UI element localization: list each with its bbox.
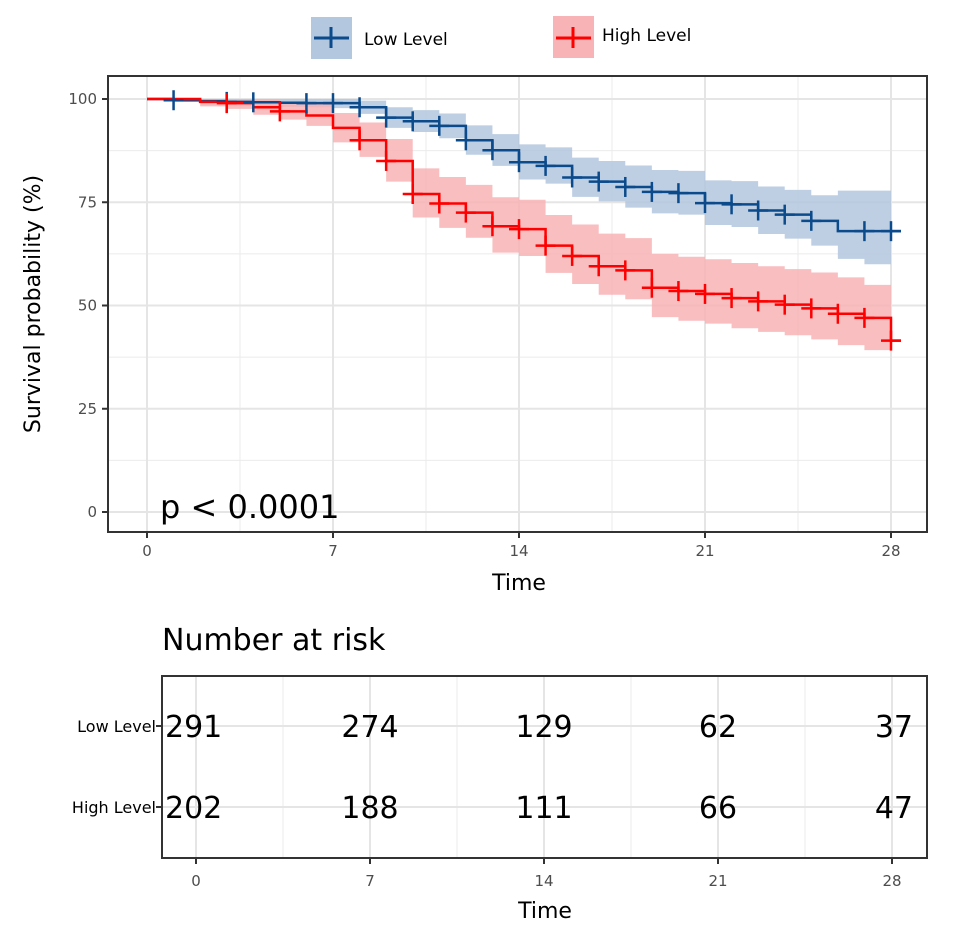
x-tick-label: 14	[509, 542, 528, 560]
censor-mark-low-level	[482, 140, 503, 161]
y-tick-label: 25	[78, 400, 97, 418]
censor-mark-high-level	[588, 256, 609, 277]
censor-mark-low-level	[641, 181, 662, 202]
censor-mark-low-level	[774, 204, 795, 225]
censor-mark-low-level	[748, 200, 769, 221]
censor-mark-low-level	[695, 193, 715, 214]
risk-table-body: Low Level 291 274 129 62 37 High Level 202 188 11…	[72, 710, 913, 890]
main-panel-border	[107, 75, 928, 533]
y-tick-label: 50	[78, 297, 97, 315]
censor-mark-high-level	[402, 183, 423, 204]
censor-mark-low-level	[349, 97, 370, 118]
censor-mark-low-level	[668, 183, 689, 204]
censor-mark-high-level	[801, 298, 822, 319]
censor-mark-low-level	[562, 167, 583, 188]
risk-cell: 274	[341, 710, 398, 745]
x-tick-label: 7	[328, 542, 338, 560]
censor-mark-high-level	[774, 294, 795, 315]
censor-mark-low-level	[509, 152, 529, 173]
censor-mark-high-level	[482, 216, 503, 237]
censor-mark-low-level	[402, 111, 423, 132]
y-tick-label: 100	[68, 90, 97, 108]
censor-mark-high-level	[562, 245, 583, 266]
censor-mark-high-level	[881, 330, 901, 351]
censor-mark-high-level	[455, 202, 476, 223]
risk-x-tick-label: 7	[365, 872, 375, 890]
censor-mark-high-level	[854, 307, 875, 328]
censor-mark-high-level	[509, 219, 529, 240]
risk-table-gridlines	[162, 676, 927, 858]
censor-mark-low-level	[296, 93, 317, 114]
censor-mark-high-level	[695, 283, 715, 304]
censor-mark-low-level	[163, 90, 184, 111]
censor-mark-low-level	[429, 115, 450, 136]
risk-row-label: Low Level	[77, 717, 156, 736]
censor-mark-high-level	[269, 101, 290, 122]
censor-mark-high-level	[376, 150, 397, 171]
x-tick-label: 21	[695, 542, 714, 560]
censor-marks	[163, 90, 901, 351]
risk-table-title: Number at risk	[162, 623, 386, 658]
risk-cell: 291	[165, 710, 222, 745]
risk-x-tick-label: 14	[534, 872, 553, 890]
confidence-band-low-level	[147, 99, 891, 265]
censor-mark-low-level	[455, 130, 476, 151]
risk-cell: 37	[875, 710, 913, 745]
censor-mark-high-level	[429, 193, 450, 214]
x-axis-title: Time	[491, 571, 546, 596]
censor-mark-low-level	[615, 176, 636, 197]
legend: Low Level High Level	[311, 16, 691, 59]
risk-x-tick-label: 28	[882, 872, 901, 890]
main-axes: 0 7 14 21 28 0 25 50 75 100	[68, 90, 900, 560]
censor-mark-high-level	[721, 288, 742, 309]
risk-x-tick-label: 21	[708, 872, 727, 890]
censor-mark-high-level	[668, 281, 689, 302]
risk-cell: 47	[875, 791, 913, 826]
risk-cell: 202	[165, 791, 222, 826]
censor-mark-high-level	[349, 130, 370, 151]
censor-mark-low-level	[854, 221, 875, 242]
censor-mark-high-level	[641, 277, 662, 298]
censor-mark-high-level	[615, 260, 636, 281]
x-tick-label: 0	[142, 542, 152, 560]
risk-cell: 62	[699, 710, 737, 745]
censor-mark-high-level	[535, 235, 556, 256]
legend-label-high: High Level	[602, 26, 691, 46]
y-tick-label: 75	[78, 193, 97, 211]
risk-x-axis-title: Time	[517, 899, 572, 924]
risk-cell: 66	[699, 791, 737, 826]
y-axis-title: Survival probability (%)	[21, 175, 46, 433]
censor-mark-high-level	[216, 93, 237, 114]
censor-mark-low-level	[243, 92, 264, 113]
legend-label-low: Low Level	[364, 30, 448, 50]
censor-mark-low-level	[376, 107, 397, 128]
censor-mark-high-level	[748, 291, 769, 312]
risk-cell: 111	[515, 791, 572, 826]
p-value-annotation: p < 0.0001	[160, 488, 339, 526]
censor-mark-low-level	[881, 221, 901, 242]
risk-cell: 188	[341, 791, 398, 826]
censor-mark-low-level	[535, 155, 556, 176]
censor-mark-low-level	[323, 93, 343, 114]
risk-row-label: High Level	[72, 798, 156, 817]
censor-mark-low-level	[588, 171, 609, 192]
censor-mark-low-level	[721, 194, 742, 215]
risk-cell: 129	[515, 710, 572, 745]
censor-mark-high-level	[827, 303, 848, 324]
x-tick-label: 28	[881, 542, 900, 560]
risk-x-tick-label: 0	[191, 872, 201, 890]
y-tick-label: 0	[87, 503, 97, 521]
censor-mark-low-level	[801, 210, 822, 231]
